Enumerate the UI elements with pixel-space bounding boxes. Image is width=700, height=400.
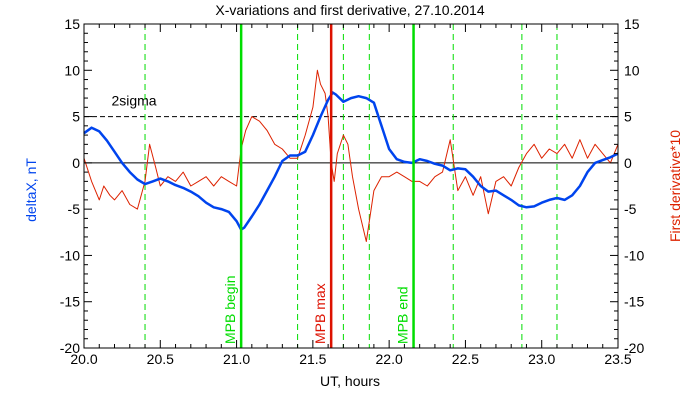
x-axis-label: UT, hours <box>320 373 380 389</box>
y-tick-label-left: -15 <box>60 294 80 310</box>
y-tick-label-right: 15 <box>624 16 640 32</box>
event-label: MPB begin <box>222 276 238 344</box>
y-tick-label-left: 5 <box>72 109 80 125</box>
x-tick-label: 22.5 <box>452 351 479 367</box>
x-tick-label: 23.0 <box>528 351 555 367</box>
y-tick-label-left: 0 <box>72 155 80 171</box>
plot-frame <box>83 23 619 349</box>
x-tick-label: 20.0 <box>70 351 97 367</box>
derivative-line <box>83 69 619 242</box>
y-tick-label-right: -10 <box>624 247 644 263</box>
y-axis-label-left: deltaX, nT <box>23 158 39 222</box>
deltax-line <box>83 91 619 231</box>
y-tick-label-right: -5 <box>624 201 637 217</box>
y-tick-label-left: -5 <box>68 201 81 217</box>
x-tick-label: 23.5 <box>604 351 631 367</box>
chart-title: X-variations and first derivative, 27.10… <box>215 2 484 18</box>
x-tick-label: 20.5 <box>147 351 174 367</box>
y-tick-label-right: 5 <box>624 109 632 125</box>
y-tick-label-left: 10 <box>64 62 80 78</box>
y-tick-label-right: 0 <box>624 155 632 171</box>
event-label: MPB max <box>312 283 328 344</box>
y-tick-label-right: -15 <box>624 294 644 310</box>
event-label: MPB end <box>395 286 411 344</box>
x-tick-label: 22.0 <box>376 351 403 367</box>
x-tick-label: 21.5 <box>299 351 326 367</box>
y-tick-label-left: 15 <box>64 16 80 32</box>
y-tick-label-left: -20 <box>60 340 80 356</box>
y-tick-label-right: 10 <box>624 62 640 78</box>
y-tick-label-right: -20 <box>624 340 644 356</box>
y-axis-label-right: First derivative*10 <box>667 130 683 242</box>
y-tick-label-left: -10 <box>60 247 80 263</box>
threshold-label: 2sigma <box>111 93 156 109</box>
x-tick-label: 21.0 <box>223 351 250 367</box>
